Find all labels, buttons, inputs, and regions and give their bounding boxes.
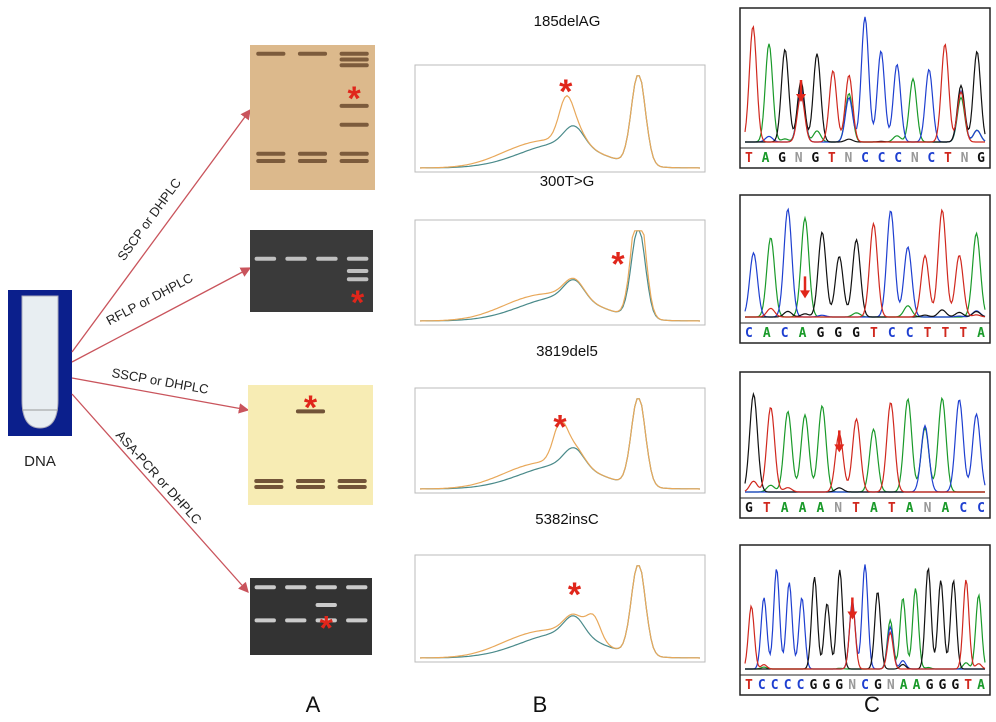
- elution-plot: [414, 554, 706, 663]
- mutation-name: 185delAG: [534, 13, 601, 30]
- gel-band: [337, 479, 367, 483]
- variant-arrow-head: [834, 444, 845, 453]
- chromatogram: [739, 194, 991, 344]
- elution-trace: [420, 75, 701, 169]
- gel-band: [285, 256, 307, 261]
- gel-band: [297, 159, 328, 163]
- gel-band: [285, 585, 307, 590]
- gel-band: [297, 51, 328, 56]
- gel: [250, 578, 372, 655]
- gel-band: [315, 618, 337, 623]
- method-label: SSCP or DHPLC: [114, 175, 184, 263]
- elution-trace: [420, 398, 701, 490]
- mutation-marker: *: [304, 389, 318, 427]
- gel-band: [295, 485, 326, 489]
- variant-arrow-head: [847, 611, 858, 620]
- gel-band: [346, 277, 369, 282]
- chromatogram-trace: [744, 25, 985, 143]
- gel-band: [339, 103, 369, 108]
- method-label: ASA-PCR or DHPLC: [113, 427, 205, 527]
- arrow: [71, 377, 250, 414]
- gel-band: [295, 479, 326, 483]
- gel-band: [346, 269, 369, 273]
- gel-band: [346, 618, 368, 623]
- mutation-name: 300T>G: [540, 173, 595, 190]
- variant-arrow-head: [800, 290, 810, 299]
- gel-band: [339, 57, 369, 62]
- gel-band: [295, 409, 326, 414]
- chromatogram: [739, 544, 991, 696]
- elution-plot: [414, 219, 706, 326]
- gel-band: [254, 618, 276, 623]
- gel-band: [339, 151, 369, 156]
- gel-band: [346, 585, 368, 590]
- gel-band: [254, 585, 276, 590]
- chromatogram-trace: [744, 207, 986, 318]
- gel-band: [254, 485, 284, 489]
- method-label: SSCP or DHPLC: [111, 365, 210, 397]
- elution-trace: [419, 230, 701, 322]
- gel-band: [315, 585, 337, 590]
- panel-label: A: [306, 692, 321, 717]
- gel-band: [256, 51, 286, 56]
- gel: [250, 45, 375, 190]
- gel-band: [339, 159, 369, 163]
- gel-band: [254, 256, 277, 261]
- method-label: RFLP or DHPLC: [104, 270, 196, 328]
- mutation-marker: *: [568, 576, 582, 614]
- mutation-marker: *: [559, 73, 573, 111]
- gel-band: [337, 485, 367, 489]
- panel-label: C: [864, 692, 880, 717]
- gel-band: [254, 479, 284, 483]
- gel-band: [256, 159, 286, 163]
- gel-band: [285, 618, 307, 623]
- gel-band: [316, 256, 338, 261]
- tube: [21, 295, 59, 429]
- mutation-name: 5382insC: [535, 511, 599, 528]
- elution-trace: [420, 565, 701, 659]
- chromatogram-trace: [744, 402, 985, 493]
- mutation-name: 3819del5: [536, 343, 598, 360]
- gel-band: [297, 151, 328, 156]
- dna-label: DNA: [24, 453, 56, 470]
- mutation-marker: *: [351, 284, 365, 322]
- gel-band: [346, 256, 369, 261]
- gel-band: [315, 602, 337, 607]
- elution-plot: [414, 387, 706, 494]
- arrow: [71, 393, 249, 593]
- mutation-marker: *: [553, 408, 567, 446]
- elution-trace: [420, 230, 701, 322]
- mutation-marker: *: [320, 610, 334, 648]
- panel-label: B: [533, 692, 548, 717]
- gel-band: [339, 122, 369, 127]
- mutation-marker: *: [348, 80, 362, 118]
- gel-band: [339, 63, 369, 68]
- panels: * * * * 185delAG * 300T>G * 3819del5 * 5382insC * T A…: [248, 7, 991, 696]
- mutation-marker: *: [611, 246, 625, 284]
- variant-arrow-head: [796, 94, 806, 102]
- gel-band: [256, 151, 286, 156]
- chromatogram-trace: [744, 579, 986, 670]
- chromatogram: [739, 7, 991, 169]
- elution-plot: [414, 64, 706, 173]
- arrow: [71, 108, 251, 353]
- gel-band: [339, 51, 369, 56]
- chromatogram-trace: [745, 208, 986, 318]
- chromatogram: [739, 371, 991, 519]
- arrow: [71, 267, 252, 363]
